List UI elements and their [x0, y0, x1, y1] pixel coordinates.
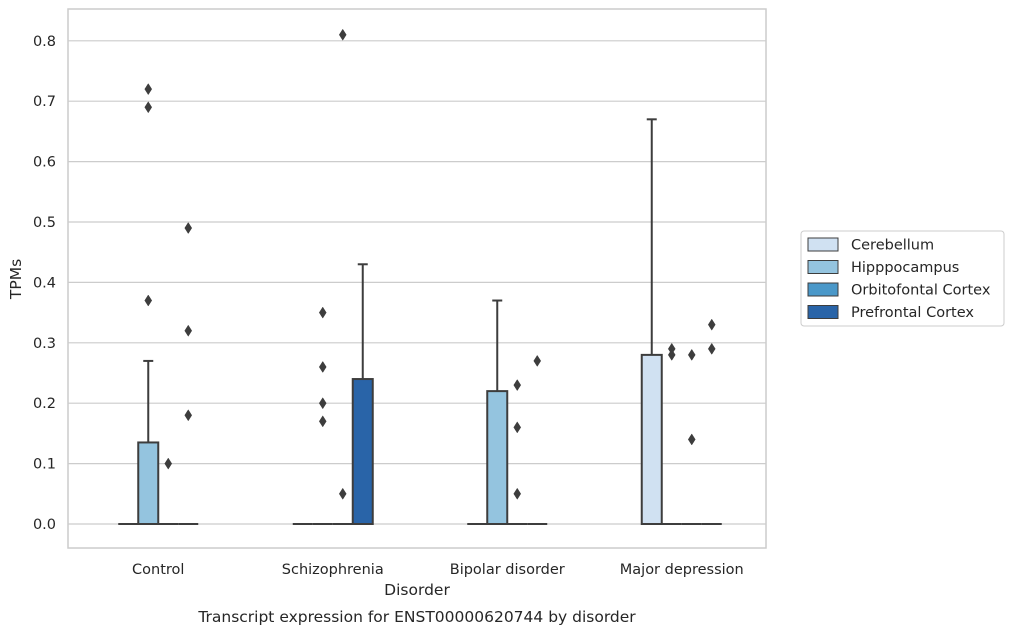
outlier-point [184, 222, 193, 235]
box-rect [351, 378, 374, 526]
x-axis-label: Disorder [384, 581, 450, 599]
outlier-point [513, 421, 522, 434]
legend-label: Cerebellum [851, 238, 934, 254]
legend-label: Hipppocampus [851, 260, 959, 276]
outlier-point [144, 83, 153, 96]
outlier-point [318, 360, 327, 373]
legend-swatch [807, 260, 839, 274]
box-hipppocampus [312, 306, 333, 525]
y-tick-label: 0.5 [33, 215, 56, 231]
outlier-point [318, 306, 327, 319]
box-orbitofontal-cortex [681, 348, 702, 525]
outlier-point [707, 342, 716, 355]
box-rect [640, 353, 663, 525]
outlier-point [184, 324, 193, 337]
x-tick-label: Control [132, 562, 184, 578]
y-tick-label: 0.7 [33, 94, 56, 110]
box-rect [486, 390, 509, 525]
legend-swatch [807, 237, 839, 252]
box-orbitofontal-cortex [507, 379, 528, 525]
legend-items: Cerebellum Hipppocampus Orbitofontal Corte… [807, 237, 991, 321]
y-axis-label: TPMs [7, 259, 25, 300]
outlier-point [144, 294, 153, 307]
outlier-point [687, 348, 696, 361]
y-tick-labels: 0.0 0.1 0.2 0.3 0.4 0.5 0.6 0.7 0.8 [33, 34, 56, 533]
box-hipppocampus [661, 342, 682, 525]
box-prefrontal-cortex [178, 222, 199, 525]
legend-swatch [807, 282, 839, 297]
box-plot-marks [118, 28, 722, 526]
outlier-point [318, 397, 327, 410]
box-rect [137, 441, 160, 525]
outlier-point [338, 28, 347, 41]
box-prefrontal-cortex [351, 263, 374, 526]
outlier-point [164, 457, 173, 470]
legend-swatch [807, 305, 839, 319]
outlier-point [687, 433, 696, 446]
legend: Cerebellum Hipppocampus Orbitofontal Corte… [800, 230, 1005, 327]
grid-lines [68, 40, 766, 525]
box-orbitofontal-cortex [332, 28, 353, 525]
x-tick-label: Major depression [620, 562, 744, 578]
box-prefrontal-cortex [701, 318, 722, 525]
y-tick-label: 0.3 [33, 336, 56, 352]
box-prefrontal-cortex [527, 354, 548, 525]
outlier-point [513, 487, 522, 500]
box-hipppocampus [486, 299, 509, 525]
y-tick-label: 0.2 [33, 396, 56, 412]
legend-frame [800, 230, 1005, 327]
plot-frame [67, 8, 767, 549]
y-tick-label: 0.6 [33, 155, 56, 171]
box-cerebellum [640, 118, 663, 525]
box-orbitofontal-cortex [158, 457, 179, 525]
outlier-point [667, 348, 676, 361]
outlier-point [513, 379, 522, 392]
legend-label: Prefrontal Cortex [851, 305, 974, 321]
outlier-point [533, 354, 542, 367]
outlier-point [707, 318, 716, 331]
y-tick-label: 0.1 [33, 457, 56, 473]
x-tick-label: Bipolar disorder [450, 562, 565, 578]
y-tick-label: 0.8 [33, 34, 56, 50]
x-tick-labels: Control Schizophrenia Bipolar disorder Majo… [132, 562, 744, 578]
x-tick-label: Schizophrenia [282, 562, 384, 578]
outlier-point [184, 409, 193, 422]
outlier-point [338, 487, 347, 500]
y-tick-label: 0.4 [33, 275, 56, 291]
chart-caption: Transcript expression for ENST0000062074… [197, 608, 636, 626]
box-hipppocampus [137, 83, 160, 525]
outlier-point [144, 101, 153, 114]
legend-label: Orbitofontal Cortex [851, 283, 991, 299]
y-tick-label: 0.0 [33, 517, 56, 533]
outlier-point [318, 415, 327, 428]
